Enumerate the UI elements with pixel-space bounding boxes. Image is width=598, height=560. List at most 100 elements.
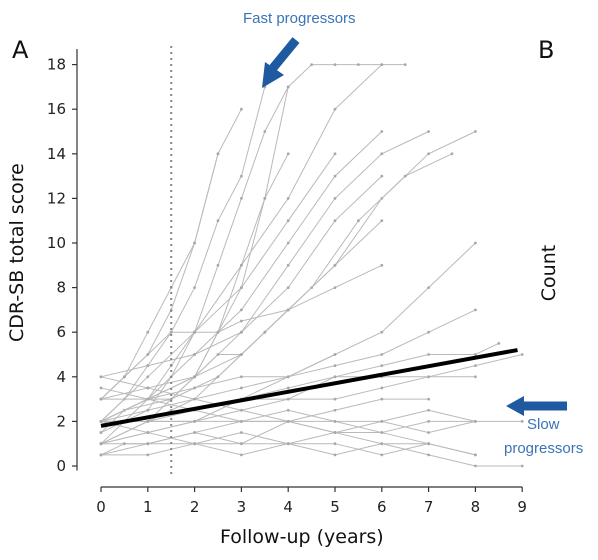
trajectory-line <box>101 309 289 422</box>
trajectory-point <box>333 397 337 401</box>
trajectory-point <box>240 319 243 323</box>
trajectory-point <box>286 442 290 446</box>
trajectory-point <box>520 353 524 356</box>
trajectory-point <box>146 386 150 390</box>
trajectory-point <box>240 375 243 379</box>
trajectory-point <box>240 442 243 446</box>
trajectory-line <box>100 443 523 467</box>
trajectory-point <box>427 431 430 434</box>
trajectory-point <box>240 107 243 111</box>
trajectory-point <box>497 341 501 345</box>
trajectory-line <box>101 342 500 422</box>
trajectory-point <box>357 219 360 223</box>
trajectory-point <box>310 63 313 66</box>
trajectory-point <box>193 420 197 423</box>
trajectory-point <box>380 219 384 223</box>
trajectory-point <box>146 431 150 434</box>
trajectory-point <box>333 431 337 434</box>
y-tick-label: 6 <box>56 323 66 341</box>
trajectory-point <box>286 152 290 156</box>
trajectory-point <box>427 397 430 401</box>
trajectory-point <box>380 420 384 423</box>
mean-trend-line <box>100 348 518 428</box>
trajectory-point <box>427 408 430 412</box>
trajectory-point <box>380 63 384 66</box>
trajectory-point <box>240 308 243 312</box>
trajectory-line <box>100 264 383 400</box>
trajectory-point <box>193 442 197 446</box>
trajectory-point <box>286 397 290 401</box>
trajectory-point <box>99 453 103 457</box>
y-tick-label: 14 <box>47 145 66 163</box>
trajectory-point <box>380 174 384 178</box>
y-tick-label: 10 <box>47 234 66 252</box>
y-tick-label: 2 <box>56 412 66 430</box>
y-tick-label: 12 <box>47 189 66 207</box>
trajectory-point <box>146 375 150 379</box>
trajectory-point <box>520 420 524 423</box>
trajectory-point <box>380 386 384 390</box>
trajectory-point <box>193 353 197 356</box>
trajectory-line <box>100 108 242 400</box>
trajectory-point <box>240 431 243 434</box>
panel-label-b: B <box>538 36 555 64</box>
trajectory-point <box>380 364 384 368</box>
trajectory-point <box>146 353 150 356</box>
trajectory-point <box>146 364 150 368</box>
trajectory-point <box>286 219 290 223</box>
trajectory-point <box>193 397 197 401</box>
trajectory-point <box>427 453 430 457</box>
trajectory-point <box>474 375 477 379</box>
trajectory-point <box>193 286 197 289</box>
trajectory-point <box>474 130 477 133</box>
trajectory-point <box>403 174 407 178</box>
trajectory-line <box>100 376 429 445</box>
y-axis-label: CDR-SB total score <box>6 163 28 342</box>
trajectory-point <box>427 130 430 133</box>
trajectory-point <box>427 330 430 334</box>
x-tick-label: 6 <box>377 498 387 516</box>
trajectory-point <box>123 375 126 379</box>
trajectory-line <box>100 354 523 445</box>
trajectory-line <box>100 420 476 456</box>
trajectory-point <box>333 453 337 457</box>
trajectory-point <box>333 263 337 267</box>
trajectory-point <box>286 241 290 245</box>
trajectory-point <box>263 197 267 200</box>
trajectory-point <box>357 63 360 66</box>
x-tick-label: 8 <box>471 498 481 516</box>
trajectory-point <box>286 375 290 379</box>
trajectory-point <box>427 442 430 446</box>
trajectory-point <box>380 263 384 267</box>
trajectory-line <box>100 86 266 422</box>
trajectory-line <box>100 131 429 400</box>
trajectory-point <box>380 353 384 356</box>
trajectory-point <box>169 397 173 401</box>
trajectory-point <box>263 130 267 133</box>
trajectory-point <box>193 386 197 390</box>
trajectory-point <box>474 420 477 423</box>
trajectory-point <box>333 286 337 289</box>
trajectory-point <box>169 330 173 334</box>
trajectory-point <box>240 386 243 390</box>
trajectory-point <box>146 408 150 412</box>
trajectory-point <box>216 219 220 223</box>
trajectory-point <box>520 464 524 468</box>
fast-progressors-arrow <box>262 37 300 88</box>
fast-progressors-label: Fast progressors <box>243 10 356 27</box>
trajectory-line <box>101 420 476 445</box>
trajectory-point <box>427 420 430 423</box>
trajectory-point <box>146 442 150 446</box>
trajectory-point <box>333 152 337 156</box>
trajectory-point <box>99 431 103 434</box>
trajectory-point <box>427 353 430 356</box>
trajectory-point <box>99 420 103 423</box>
trajectory-point <box>146 453 150 457</box>
trajectory-line <box>101 409 523 422</box>
trajectory-point <box>99 375 103 379</box>
trajectory-point <box>333 408 337 412</box>
trajectory-point <box>240 353 243 356</box>
x-tick-label: 0 <box>96 498 106 516</box>
